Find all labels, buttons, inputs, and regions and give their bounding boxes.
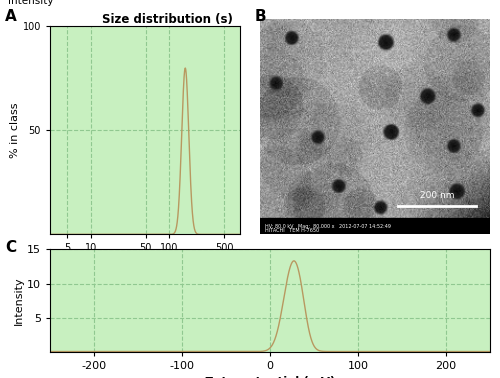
- Text: HITACHI   TEM H-7650: HITACHI TEM H-7650: [264, 228, 318, 233]
- Y-axis label: Intensity: Intensity: [14, 276, 24, 325]
- X-axis label: Diameter (nm): Diameter (nm): [100, 259, 190, 269]
- Text: C: C: [5, 240, 16, 255]
- Title: Size distribution (s): Size distribution (s): [102, 14, 233, 26]
- Text: A: A: [5, 9, 17, 25]
- Text: B: B: [255, 9, 266, 25]
- Bar: [260, 218, 490, 234]
- Text: 200 nm: 200 nm: [420, 191, 454, 200]
- Y-axis label: % in class: % in class: [10, 103, 20, 158]
- Text: HV: 80.0 kV   Mag:  80,000 x   2012-07-07 14:52:49: HV: 80.0 kV Mag: 80,000 x 2012-07-07 14:…: [264, 224, 390, 229]
- X-axis label: Zeta potential (mV): Zeta potential (mV): [205, 376, 335, 378]
- Text: Intensity: Intensity: [8, 0, 54, 6]
